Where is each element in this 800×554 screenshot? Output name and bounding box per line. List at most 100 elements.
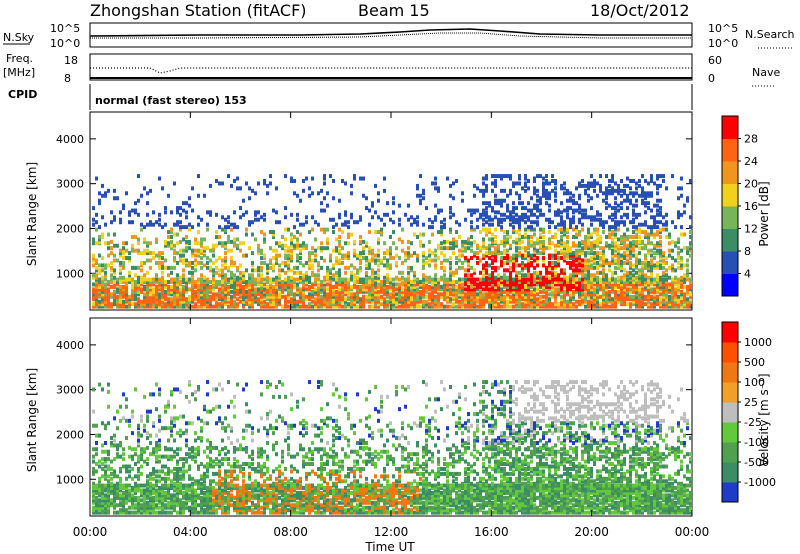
heatmap-cell [644, 234, 647, 239]
heatmap-cell [146, 479, 149, 484]
heatmap-cell [566, 206, 569, 211]
heatmap-cell [578, 280, 581, 285]
heatmap-cell [650, 277, 653, 282]
heatmap-cell [212, 282, 215, 287]
heatmap-cell [428, 217, 431, 222]
heatmap-cell [536, 292, 539, 297]
heatmap-cell [167, 234, 170, 239]
heatmap-cell [95, 289, 98, 294]
nave-trace [90, 67, 692, 74]
heatmap-cell [275, 241, 278, 246]
heatmap-cell [173, 181, 176, 186]
heatmap-cell [299, 275, 302, 280]
heatmap-cell [641, 260, 644, 265]
heatmap-cell [524, 215, 527, 220]
heatmap-cell [560, 299, 563, 304]
heatmap-cell [533, 206, 536, 211]
heatmap-cell [596, 263, 599, 268]
heatmap-cell [584, 294, 587, 299]
heatmap-cell [149, 188, 152, 193]
heatmap-cell [368, 230, 371, 235]
heatmap-cell [290, 302, 293, 307]
heatmap-cell [569, 217, 572, 222]
heatmap-cell [278, 280, 281, 285]
heatmap-cell [98, 490, 101, 495]
heatmap-cell [182, 297, 185, 302]
heatmap-cell [530, 282, 533, 287]
heatmap-cell [488, 275, 491, 280]
heatmap-cell [377, 239, 380, 244]
heatmap-cell [644, 203, 647, 208]
heatmap-cell [554, 280, 557, 285]
date-label: 18/Oct/2012 [590, 1, 690, 20]
heatmap-cell [230, 258, 233, 263]
heatmap-cell [536, 241, 539, 246]
heatmap-cell [605, 188, 608, 193]
heatmap-cell [488, 289, 491, 294]
heatmap-cell [620, 178, 623, 183]
heatmap-cell [155, 457, 158, 462]
heatmap-cell [386, 280, 389, 285]
heatmap-cell [152, 299, 155, 304]
heatmap-cell [257, 302, 260, 307]
heatmap-cell [98, 201, 101, 206]
heatmap-cell [533, 277, 536, 282]
heatmap-cell [617, 297, 620, 302]
heatmap-cell [530, 273, 533, 278]
heatmap-cell [266, 270, 269, 275]
heatmap-cell [299, 222, 302, 227]
heatmap-cell [455, 299, 458, 304]
heatmap-cell [506, 268, 509, 273]
heatmap-cell [485, 232, 488, 237]
heatmap-cell [248, 222, 251, 227]
heatmap-cell [206, 265, 209, 270]
heatmap-cell [101, 284, 104, 289]
heatmap-cell [638, 246, 641, 251]
heatmap-cell [689, 246, 692, 251]
heatmap-cell [281, 289, 284, 294]
heatmap-cell [557, 275, 560, 280]
heatmap-cell [332, 277, 335, 282]
heatmap-cell [335, 282, 338, 287]
heatmap-cell [506, 304, 509, 309]
heatmap-cell [452, 251, 455, 256]
heatmap-cell [503, 294, 506, 299]
heatmap-cell [629, 201, 632, 206]
heatmap-cell [443, 258, 446, 263]
heatmap-cell [500, 201, 503, 206]
heatmap-cell [632, 191, 635, 196]
heatmap-cell [356, 275, 359, 280]
heatmap-cell [347, 234, 350, 239]
heatmap-cell [629, 287, 632, 292]
heatmap-cell [575, 225, 578, 230]
beam-label: Beam 15 [358, 1, 430, 20]
heatmap-cell [92, 217, 95, 222]
heatmap-cell [374, 253, 377, 258]
heatmap-cell [656, 198, 659, 203]
heatmap-cell [476, 217, 479, 222]
heatmap-cell [599, 239, 602, 244]
heatmap-cell [104, 464, 107, 469]
heatmap-cell [311, 273, 314, 278]
heatmap-cell [527, 284, 530, 289]
heatmap-cell [425, 275, 428, 280]
heatmap-cell [518, 282, 521, 287]
heatmap-cell [473, 294, 476, 299]
heatmap-cell [200, 241, 203, 246]
heatmap-cell [572, 243, 575, 248]
heatmap-cell [524, 183, 527, 188]
heatmap-cell [422, 258, 425, 263]
heatmap-cell [341, 287, 344, 292]
heatmap-cell [686, 263, 689, 268]
heatmap-cell [614, 289, 617, 294]
heatmap-cell [191, 280, 194, 285]
heatmap-cell [353, 220, 356, 225]
heatmap-cell [581, 239, 584, 244]
heatmap-cell [335, 277, 338, 282]
heatmap-cell [146, 270, 149, 275]
heatmap-cell [485, 174, 488, 179]
heatmap-cell [227, 304, 230, 309]
heatmap-cell [137, 476, 140, 481]
heatmap-cell [359, 260, 362, 265]
heatmap-cell [641, 191, 644, 196]
